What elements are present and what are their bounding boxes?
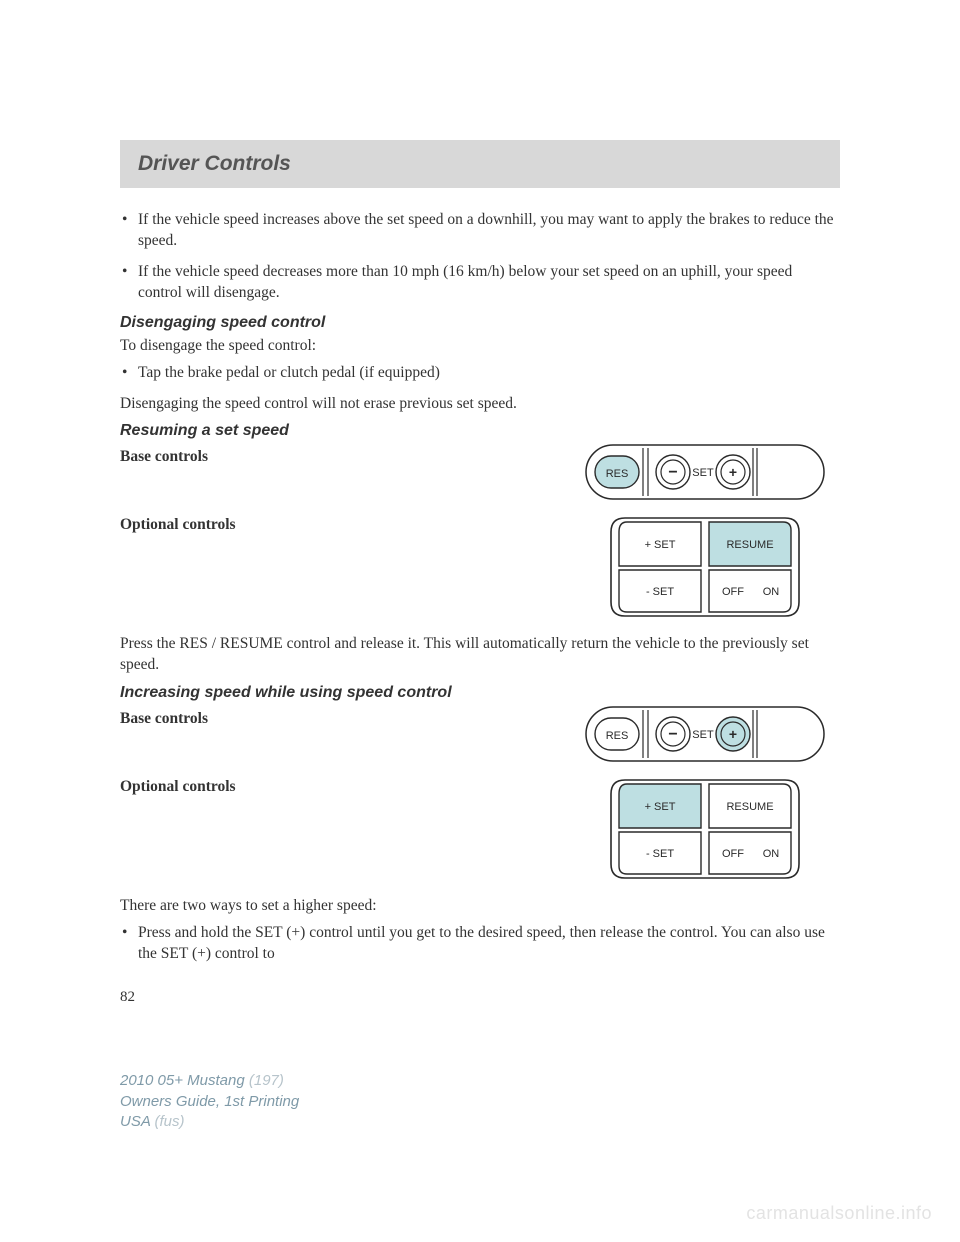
off-label: OFF [722,586,744,598]
set-label: SET [692,467,714,479]
label-base-controls: Base controls [120,710,570,728]
watermark: carmanualsonline.info [746,1203,932,1224]
resume-label: RESUME [726,801,773,813]
off-label: OFF [722,848,744,860]
footer-region-code: (fus) [154,1113,184,1130]
bullet-text: If the vehicle speed increases above the… [138,210,840,252]
body-text: Press the RES / RESUME control and relea… [120,634,840,676]
subheading-resume: Resuming a set speed [120,422,840,440]
subheading-disengage: Disengaging speed control [120,314,840,332]
plus-label: + [729,464,737,480]
set-minus-label: - SET [646,848,674,860]
footer-code: (197) [249,1072,284,1089]
bullet-item: • If the vehicle speed increases above t… [120,210,840,252]
optional-control-diagram-increase: + SET RESUME - SET OFF ON [605,774,805,884]
body-text: To disengage the speed control: [120,336,840,357]
bullet-item: • If the vehicle speed decreases more th… [120,262,840,304]
footer-guide: Owners Guide, 1st Printing [120,1092,299,1112]
bullet-text: If the vehicle speed decreases more than… [138,262,840,304]
res-label: RES [606,468,629,480]
body-text: There are two ways to set a higher speed… [120,896,840,917]
bullet-item: • Press and hold the SET (+) control unt… [120,923,840,965]
subheading-increase: Increasing speed while using speed contr… [120,684,840,702]
page-number: 82 [120,989,840,1006]
bullet-marker: • [120,210,138,252]
footer-model: 2010 05+ Mustang [120,1072,245,1089]
on-label: ON [763,586,780,598]
resume-label: RESUME [726,539,773,551]
bullet-item: • Tap the brake pedal or clutch pedal (i… [120,363,840,384]
on-label: ON [763,848,780,860]
minus-label: − [668,464,677,481]
bullet-text: Tap the brake pedal or clutch pedal (if … [138,363,840,384]
set-plus-label: + SET [645,801,676,813]
set-plus-label: + SET [645,539,676,551]
footer-block: 2010 05+ Mustang (197) Owners Guide, 1st… [120,1071,299,1132]
res-label: RES [606,730,629,742]
footer-region: USA [120,1113,150,1130]
bullet-marker: • [120,923,138,965]
bullet-marker: • [120,363,138,384]
base-control-diagram-resume: RES − SET + [585,444,825,500]
optional-control-diagram-resume: + SET RESUME - SET OFF ON [605,512,805,622]
base-control-diagram-increase: RES − SET + [585,706,825,762]
minus-label: − [668,726,677,743]
body-text: Disengaging the speed control will not e… [120,394,840,415]
plus-label: + [729,726,737,742]
set-minus-label: - SET [646,586,674,598]
bullet-marker: • [120,262,138,304]
section-title: Driver Controls [138,152,822,176]
section-header: Driver Controls [120,140,840,188]
set-label: SET [692,729,714,741]
label-optional-controls: Optional controls [120,516,570,534]
bullet-text: Press and hold the SET (+) control until… [138,923,840,965]
label-base-controls: Base controls [120,448,570,466]
label-optional-controls: Optional controls [120,778,570,796]
